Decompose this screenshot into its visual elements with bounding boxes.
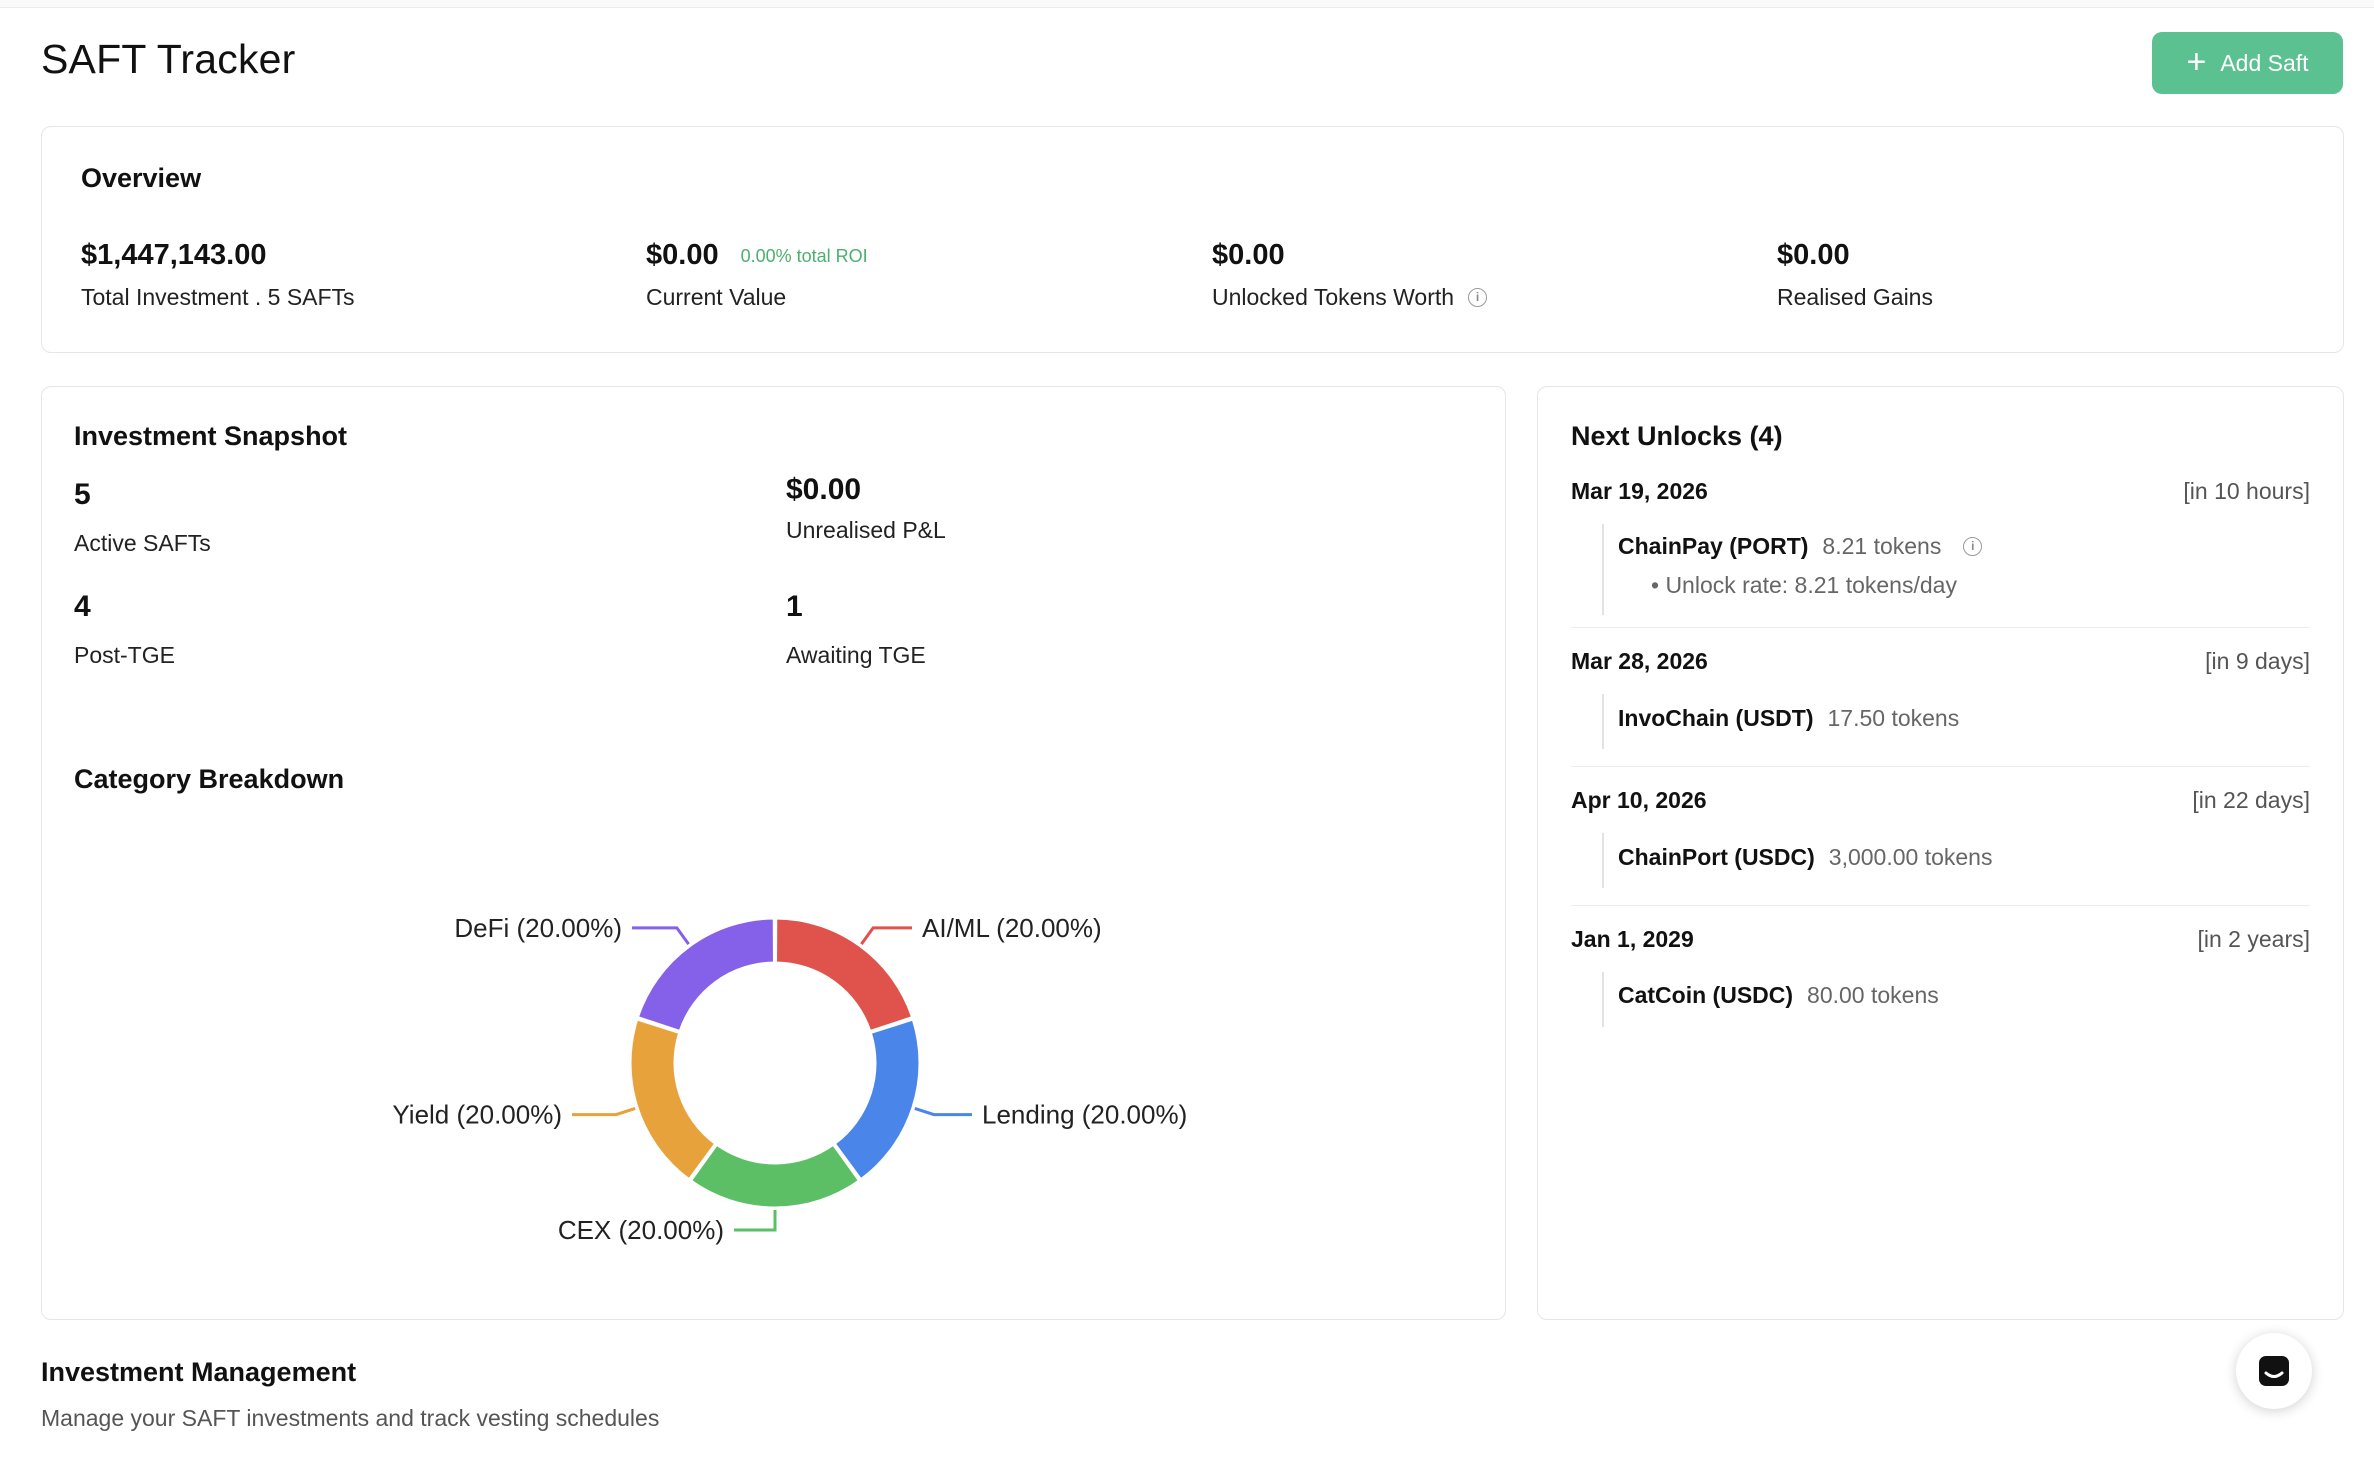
stat-label: Current Value <box>646 284 787 310</box>
chat-icon <box>2259 1356 2289 1386</box>
leader-line <box>734 1210 777 1232</box>
unlock-token-name: CatCoin (USDC) <box>1618 982 1794 1008</box>
category-donut-chart: AI/ML (20.00%) Lending (20.00%) CEX (20.00… <box>392 913 1187 1245</box>
active-safts-value: 5 <box>74 478 91 511</box>
donut-slice-lending[interactable] <box>832 1017 922 1182</box>
unlock-relative: [in 10 hours] <box>2183 478 2310 504</box>
unlock-bar <box>1602 694 1604 749</box>
stat-total-investment: $1,447,143.00 Total Investment . 5 SAFTs <box>81 239 355 311</box>
leader-line <box>632 926 690 945</box>
add-saft-label: Add Saft <box>2220 49 2309 76</box>
unlock-rate: • Unlock rate: 8.21 tokens/day <box>1651 572 1957 598</box>
donut-label: CEX (20.00%) <box>558 1215 724 1245</box>
post-tge-label: Post-TGE <box>74 642 175 668</box>
roi-badge: 0.00% total ROI <box>740 245 868 266</box>
donut-label: DeFi (20.00%) <box>454 913 622 943</box>
unlock-token-name: ChainPay (PORT) <box>1618 533 1809 559</box>
stat-value: $0.00 <box>646 239 719 271</box>
donut-slice-ai-ml[interactable] <box>774 916 915 1034</box>
divider <box>1571 766 2310 767</box>
donut-label: AI/ML (20.00%) <box>922 913 1102 943</box>
unlock-date: Mar 19, 2026 <box>1571 478 1708 504</box>
donut-slice-defi[interactable] <box>635 916 776 1034</box>
category-breakdown-title: Category Breakdown <box>74 764 345 794</box>
unlock-token-amount: 8.21 tokens <box>1822 533 1942 559</box>
page-title: SAFT Tracker <box>41 36 296 82</box>
unlock-entry: ChainPay (PORT) 8.21 tokens i <box>1618 533 1983 560</box>
stat-value: $1,447,143.00 <box>81 239 267 271</box>
stat-realised-gains: $0.00 Realised Gains <box>1777 239 1933 311</box>
donut-label: Lending (20.00%) <box>982 1100 1187 1130</box>
unlock-relative: [in 22 days] <box>2192 787 2310 813</box>
stat-label: Realised Gains <box>1777 284 1933 310</box>
leader-line <box>860 926 912 945</box>
donut-label: Yield (20.00%) <box>392 1100 562 1130</box>
post-tge-value: 4 <box>74 590 91 623</box>
investment-management-title: Investment Management <box>41 1357 357 1387</box>
leader-line <box>914 1106 972 1117</box>
unlock-token-name: ChainPort (USDC) <box>1618 844 1815 870</box>
info-icon[interactable]: i <box>1468 288 1488 307</box>
unlock-relative: [in 9 days] <box>2205 648 2310 674</box>
divider <box>1571 627 2310 628</box>
unlock-bar <box>1602 972 1604 1027</box>
unlock-token-name: InvoChain (USDT) <box>1618 705 1814 731</box>
awaiting-tge-label: Awaiting TGE <box>786 642 926 668</box>
donut-slice-yield[interactable] <box>628 1017 718 1182</box>
snapshot-title: Investment Snapshot <box>74 421 348 451</box>
unlock-relative: [in 2 years] <box>2197 926 2311 952</box>
unlock-token-amount: 17.50 tokens <box>1827 705 1960 731</box>
unlock-date: Jan 1, 2029 <box>1571 926 1694 952</box>
stat-value: $0.00 <box>1777 239 1850 271</box>
awaiting-tge-value: 1 <box>786 590 803 623</box>
investment-snapshot-card: Investment Snapshot 5 Active SAFTs $0.00… <box>41 386 1506 1320</box>
divider <box>1571 905 2310 906</box>
top-border <box>0 0 2374 8</box>
plus-icon: + <box>2186 42 2207 81</box>
unlock-entry: InvoChain (USDT) 17.50 tokens <box>1618 705 1959 732</box>
active-safts-label: Active SAFTs <box>74 530 211 556</box>
unlock-bar <box>1602 524 1604 615</box>
unlock-date: Mar 28, 2026 <box>1571 648 1708 674</box>
unlock-bar <box>1602 833 1604 888</box>
unlock-token-amount: 80.00 tokens <box>1807 982 1939 1008</box>
overview-card: Overview $1,447,143.00 Total Investment … <box>41 126 2344 353</box>
chat-button[interactable] <box>2236 1333 2312 1409</box>
next-unlocks-card: Next Unlocks (4) Mar 19, 2026 [in 10 hou… <box>1537 386 2344 1320</box>
stat-label: Total Investment . 5 SAFTs <box>81 284 355 310</box>
stat-value: $0.00 <box>1212 239 1285 271</box>
stat-unlocked-tokens: $0.00 Unlocked Tokens Worth i <box>1212 239 1488 311</box>
unlock-date: Apr 10, 2026 <box>1571 787 1707 813</box>
add-saft-button[interactable]: + Add Saft <box>2152 32 2343 94</box>
investment-management-subtitle: Manage your SAFT investments and track v… <box>41 1405 660 1431</box>
info-icon[interactable]: i <box>1963 537 1983 556</box>
unrealised-pl-value: $0.00 <box>786 473 862 506</box>
unlock-entry: ChainPort (USDC) 3,000.00 tokens <box>1618 844 1992 871</box>
leader-line <box>572 1106 636 1117</box>
overview-title: Overview <box>81 163 202 193</box>
donut-slice-cex[interactable] <box>688 1142 862 1210</box>
unrealised-pl-label: Unrealised P&L <box>786 517 946 543</box>
stat-label: Unlocked Tokens Worth <box>1212 284 1455 310</box>
unlock-token-amount: 3,000.00 tokens <box>1828 844 1993 870</box>
unlocks-title: Next Unlocks (4) <box>1571 421 1783 451</box>
stat-current-value: $0.00 0.00% total ROI Current Value <box>646 239 868 311</box>
unlock-entry: CatCoin (USDC) 80.00 tokens <box>1618 982 1939 1009</box>
